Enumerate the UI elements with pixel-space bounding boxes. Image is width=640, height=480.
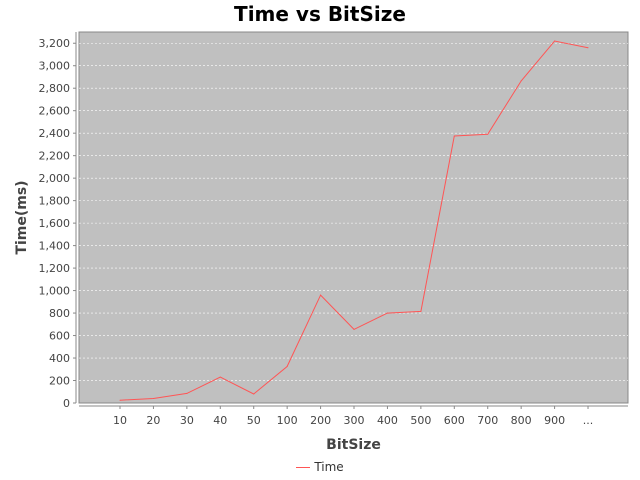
data-point: [119, 399, 121, 401]
y-tick-label: 2,800: [39, 82, 71, 95]
y-tick-label: 200: [49, 375, 70, 388]
y-tick-label: 2,000: [39, 172, 71, 185]
y-tick-label: 1,800: [39, 195, 71, 208]
x-tick-label: 500: [410, 414, 431, 427]
x-tick-label: 20: [146, 414, 160, 427]
data-point: [420, 310, 422, 312]
data-point: [152, 398, 154, 400]
chart-title: Time vs BitSize: [234, 2, 406, 26]
x-tick-label: 10: [113, 414, 127, 427]
data-point: [286, 365, 288, 367]
x-tick-label: 50: [247, 414, 261, 427]
y-axis-title: Time(ms): [14, 180, 30, 254]
data-point: [587, 47, 589, 49]
data-point: [253, 393, 255, 395]
data-point: [186, 392, 188, 394]
x-tick-label: 700: [477, 414, 498, 427]
x-tick-label: 800: [511, 414, 532, 427]
series-layer: [119, 40, 589, 401]
y-axis: 0 200 400 600 800 1,000 1,200 1,400 1,600 1,800 2,…: [39, 32, 77, 410]
x-tick-label: 300: [344, 414, 365, 427]
gridlines: [79, 42, 628, 381]
x-tick-label: 900: [544, 414, 565, 427]
legend-label: Time: [314, 460, 344, 474]
y-tick-label: 3,000: [39, 60, 71, 73]
y-tick-label: 2,400: [39, 127, 71, 140]
y-tick-label: 1,200: [39, 262, 71, 275]
x-tick-label: 30: [180, 414, 194, 427]
legend-swatch: [296, 466, 311, 468]
y-tick-label: 800: [49, 307, 70, 320]
legend: Time: [0, 460, 640, 474]
data-point: [320, 294, 322, 296]
y-tick-label: 1,600: [39, 217, 71, 230]
x-axis-title: BitSize: [326, 437, 381, 453]
x-tick-label: ...: [583, 414, 594, 427]
x-tick-label: 40: [213, 414, 227, 427]
data-point: [453, 135, 455, 137]
y-tick-label: 600: [49, 330, 70, 343]
data-point: [554, 40, 556, 42]
x-axis: 10 20 30 40 50 100 200 300 400 500 600 700 800 900...: [79, 405, 628, 427]
y-tick-label: 1,400: [39, 240, 71, 253]
data-point: [219, 376, 221, 378]
x-tick-label: 200: [310, 414, 331, 427]
y-tick-label: 400: [49, 352, 70, 365]
y-tick-label: 3,200: [39, 37, 71, 50]
y-tick-label: 1,000: [39, 285, 71, 298]
data-point: [520, 80, 522, 82]
y-tick-label: 0: [63, 397, 70, 410]
data-point: [487, 133, 489, 135]
x-tick-label: 100: [277, 414, 298, 427]
x-tick-label: 400: [377, 414, 398, 427]
y-tick-label: 2,200: [39, 150, 71, 163]
plot-area: [78, 31, 629, 404]
y-tick-label: 2,600: [39, 105, 71, 118]
data-point: [353, 328, 355, 330]
data-point: [386, 312, 388, 314]
x-tick-label: 600: [444, 414, 465, 427]
